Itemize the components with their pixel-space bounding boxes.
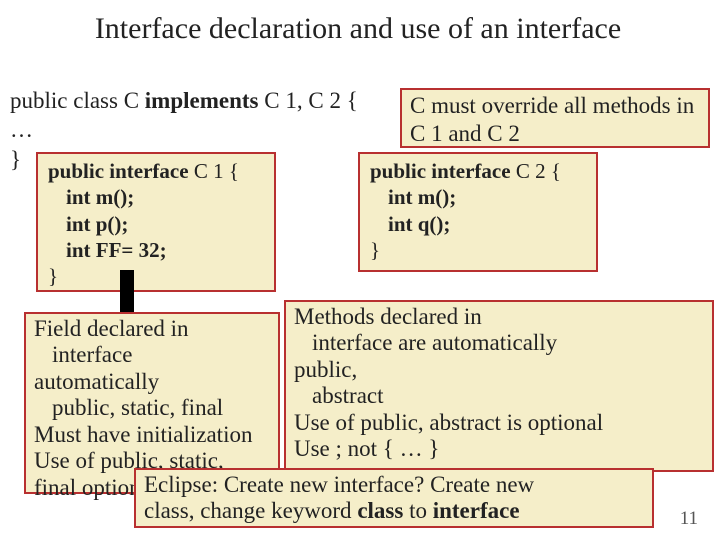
override-note: C must override all methods in C 1 and C… [400,88,710,148]
eclipse-l2c: to [403,498,432,523]
eclipse-tip-box: Eclipse: Create new interface? Create ne… [134,468,654,528]
method-note-l1: Methods declared in [294,304,704,330]
eclipse-l1: Eclipse: Create new interface? Create ne… [144,472,644,498]
iface1-line3: int p(); [48,211,264,237]
field-note-l1: Field declared in [34,316,270,342]
eclipse-interface-kw: interface [433,498,520,523]
iface1-line4: int FF= 32; [48,237,264,263]
class-declaration: public class C implements C 1, C 2 { [10,88,358,114]
field-note-l4: public, static, final [34,395,270,421]
iface1-line2: int m(); [48,184,264,210]
iface2-line1: public interface C 2 { [370,158,586,184]
iface2-line4: } [370,237,586,263]
iface1-line5: } [48,263,264,289]
implements-keyword: implements [145,88,259,113]
method-note-box: Methods declared in interface are automa… [284,300,714,472]
iface2-line3: int q(); [370,211,586,237]
iface2-kw: public interface [370,159,516,183]
page-number: 11 [680,508,698,530]
eclipse-l2: class, change keyword class to interface [144,498,644,524]
method-note-l6: Use ; not { … } [294,436,704,462]
eclipse-class-kw: class [357,498,403,523]
method-note-l2: interface are automatically [294,330,704,356]
iface1-line1: public interface C 1 { [48,158,264,184]
class-decl-suffix: C 1, C 2 { [259,88,358,113]
class-body: … } [10,115,33,175]
connector-bar-1 [120,270,134,316]
iface1-kw: public interface [48,159,194,183]
iface2-line2: int m(); [370,184,586,210]
slide-title: Interface declaration and use of an inte… [78,12,638,47]
method-note-l4: abstract [294,383,704,409]
method-note-l3: public, [294,357,704,383]
interface-c2-box: public interface C 2 { int m(); int q();… [358,152,598,272]
field-note-l3: automatically [34,369,270,395]
interface-c1-box: public interface C 1 { int m(); int p();… [36,152,276,292]
slide: Interface declaration and use of an inte… [0,0,720,540]
field-note-l5: Must have initialization [34,422,270,448]
class-decl-prefix: public class C [10,88,145,113]
field-note-l2: interface [34,342,270,368]
iface1-name: C 1 { [194,159,239,183]
field-note-box: Field declared in interface automaticall… [24,312,280,494]
eclipse-l2a: class, change keyword [144,498,357,523]
method-note-l5: Use of public, abstract is optional [294,410,704,436]
iface2-name: C 2 { [516,159,561,183]
